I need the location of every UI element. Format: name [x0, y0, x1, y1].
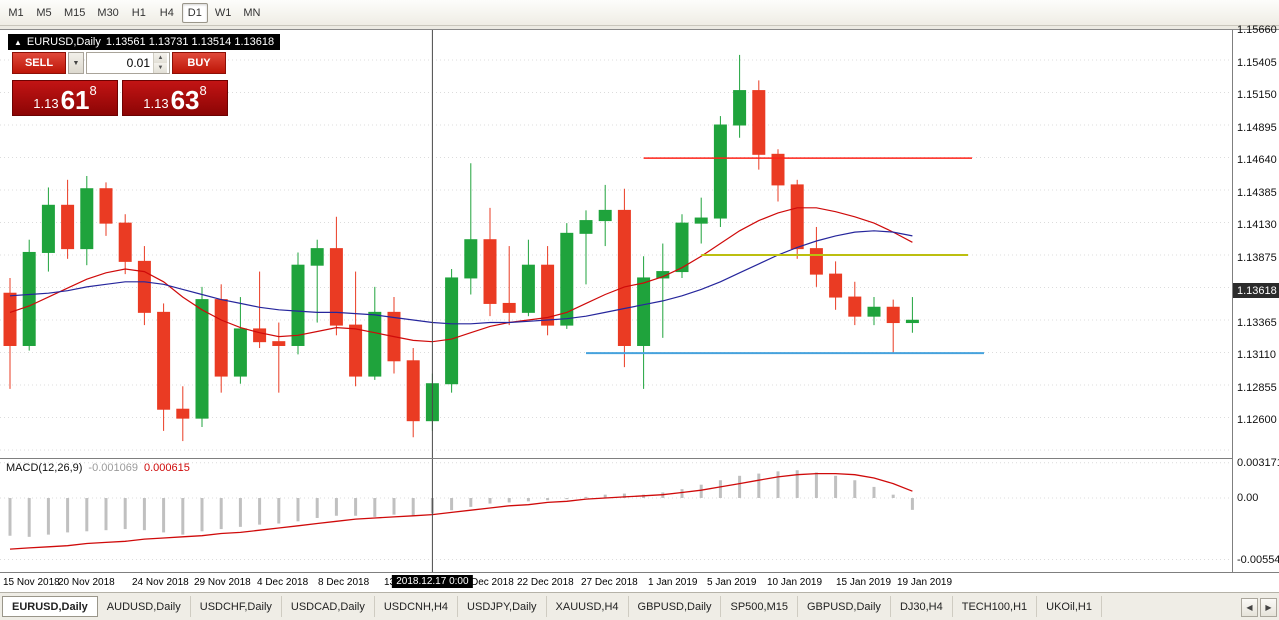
- date-label: 19 Jan 2019: [897, 577, 953, 588]
- date-label: 15 Nov 2018: [3, 577, 60, 588]
- price-tick: 1.13365: [1237, 316, 1277, 329]
- timeframe-m1[interactable]: M1: [8, 6, 24, 19]
- timeframe-mn[interactable]: MN: [243, 6, 261, 19]
- chart-top-strip: [0, 26, 1279, 30]
- macd-indicator-label: MACD(12,26,9) -0.001069 0.000615: [6, 462, 190, 474]
- timeframe-d1[interactable]: D1: [181, 2, 208, 23]
- price-chart[interactable]: [0, 30, 1232, 458]
- date-label: 5 Jan 2019: [707, 577, 757, 588]
- price-tick: 1.13110: [1237, 349, 1276, 361]
- date-axis[interactable]: 15 Nov 2018 20 Nov 2018 24 Nov 2018 29 Nov …: [0, 573, 1279, 592]
- tab-scroll-buttons: ◀ ▶: [1241, 598, 1277, 617]
- timeframe-toolbar: M1 M5 M15 M30 H1 H4 D1 W1 MN: [0, 0, 1279, 26]
- symbol-ohlc: 1.13561 1.13731 1.13514 1.13618: [105, 36, 275, 48]
- price-tick: 1.15150: [1237, 89, 1277, 101]
- sell-price-small: 1.13: [33, 95, 59, 111]
- price-tick: 1.14130: [1237, 219, 1277, 231]
- date-label: 20 Nov 2018: [58, 577, 115, 588]
- price-scale[interactable]: 1.15660 1.15405 1.15150 1.14895 1.14640 1.143…: [1233, 24, 1279, 458]
- buy-price-small: 1.13: [143, 95, 169, 111]
- axis-divider: [0, 572, 1279, 573]
- volume-dropdown-icon[interactable]: ▼: [68, 52, 84, 74]
- tab-dj30-h4[interactable]: DJ30,H4: [891, 596, 953, 617]
- date-label: 29 Nov 2018: [194, 577, 251, 588]
- tab-sp500-m15[interactable]: SP500,M15: [721, 596, 798, 617]
- tab-eurusd-daily[interactable]: EURUSD,Daily: [2, 596, 98, 617]
- date-label: 4 Dec 2018: [257, 577, 309, 588]
- current-price-badge: 1.13618: [1233, 283, 1279, 299]
- sell-button[interactable]: SELL: [12, 52, 66, 74]
- macd-tick: -0.005543: [1237, 553, 1279, 566]
- tabs-scroll-left-icon[interactable]: ◀: [1241, 598, 1258, 617]
- date-label: 27 Dec 2018: [581, 577, 638, 588]
- macd-signal-value: 0.000615: [143, 462, 190, 474]
- sell-price-big: 61: [60, 84, 90, 115]
- macd-main-value: -0.001069: [88, 462, 138, 474]
- one-click-prices: 1.13 61 8 1.13 63 8: [12, 80, 228, 116]
- tab-usdcnh-h4[interactable]: USDCNH,H4: [375, 596, 459, 617]
- price-tick: 1.14895: [1237, 121, 1277, 134]
- date-label: Dec 2018: [471, 577, 514, 588]
- date-label: 1 Jan 2019: [648, 577, 698, 588]
- price-tick: 1.15405: [1237, 56, 1277, 69]
- pane-divider[interactable]: [0, 458, 1279, 459]
- date-label: 24 Nov 2018: [132, 577, 189, 588]
- volume-spinner: ▲ ▼: [153, 53, 167, 73]
- macd-scale[interactable]: 0.003171 0.00 -0.005543: [1233, 456, 1279, 572]
- macd-chart[interactable]: [0, 458, 1232, 572]
- tab-xauusd-h4[interactable]: XAUUSD,H4: [547, 596, 629, 617]
- date-label: 22 Dec 2018: [517, 577, 574, 588]
- chart-tab-bar: EURUSD,Daily AUDUSD,Daily USDCHF,Daily USDC…: [0, 592, 1279, 620]
- tab-usdchf-daily[interactable]: USDCHF,Daily: [191, 596, 282, 617]
- one-click-trading-row: SELL ▼ ▲ ▼ BUY: [12, 52, 226, 74]
- tab-gbpusd-daily[interactable]: GBPUSD,Daily: [629, 596, 722, 617]
- spin-up-icon[interactable]: ▲: [154, 53, 167, 63]
- macd-tick: 0.00: [1237, 492, 1259, 504]
- cursor-date-badge: 2018.12.17 0:00: [392, 575, 473, 588]
- price-tick: 1.12600: [1237, 414, 1277, 426]
- timeframe-w1[interactable]: W1: [214, 6, 232, 19]
- timeframe-m30[interactable]: M30: [97, 6, 119, 19]
- timeframe-m15[interactable]: M15: [64, 6, 86, 19]
- tab-usdcad-daily[interactable]: USDCAD,Daily: [282, 596, 375, 617]
- sell-price-tile[interactable]: 1.13 61 8: [12, 80, 118, 116]
- sell-price-sup: 8: [89, 83, 97, 98]
- spin-down-icon[interactable]: ▼: [154, 63, 167, 73]
- price-tick: 1.14640: [1237, 154, 1277, 166]
- chart-symbol-label: ▲ EURUSD,Daily 1.13561 1.13731 1.13514 1…: [8, 34, 281, 50]
- tab-ukoil-h1[interactable]: UKOil,H1: [1037, 596, 1102, 617]
- tab-gbpusd-daily[interactable]: GBPUSD,Daily: [798, 596, 891, 617]
- price-tick: 1.12855: [1237, 381, 1277, 394]
- macd-tick: 0.003171: [1237, 456, 1279, 469]
- price-tick: 1.15660: [1237, 24, 1277, 36]
- timeframe-m5[interactable]: M5: [36, 6, 52, 19]
- tabs-scroll-right-icon[interactable]: ▶: [1260, 598, 1277, 617]
- symbol-marker-icon: ▲: [14, 37, 22, 47]
- volume-field: ▲ ▼: [86, 52, 170, 74]
- price-tick: 1.13875: [1237, 251, 1277, 264]
- volume-input[interactable]: [87, 53, 153, 73]
- date-label: 15 Jan 2019: [836, 577, 892, 588]
- timeframe-h1[interactable]: H1: [131, 6, 146, 19]
- buy-button[interactable]: BUY: [172, 52, 226, 74]
- macd-name: MACD(12,26,9): [6, 462, 83, 474]
- scale-separator: [1232, 30, 1233, 592]
- buy-price-tile[interactable]: 1.13 63 8: [122, 80, 228, 116]
- tab-usdjpy-daily[interactable]: USDJPY,Daily: [458, 596, 547, 617]
- buy-price-sup: 8: [199, 83, 207, 98]
- buy-price-big: 63: [170, 84, 200, 115]
- tab-tech100-h1[interactable]: TECH100,H1: [953, 596, 1038, 617]
- date-label: 10 Jan 2019: [767, 577, 823, 588]
- date-label: 8 Dec 2018: [318, 577, 370, 588]
- tab-audusd-daily[interactable]: AUDUSD,Daily: [98, 596, 191, 617]
- timeframe-h4[interactable]: H4: [159, 6, 174, 19]
- price-tick: 1.14385: [1237, 186, 1277, 199]
- symbol-name: EURUSD,Daily: [26, 36, 101, 48]
